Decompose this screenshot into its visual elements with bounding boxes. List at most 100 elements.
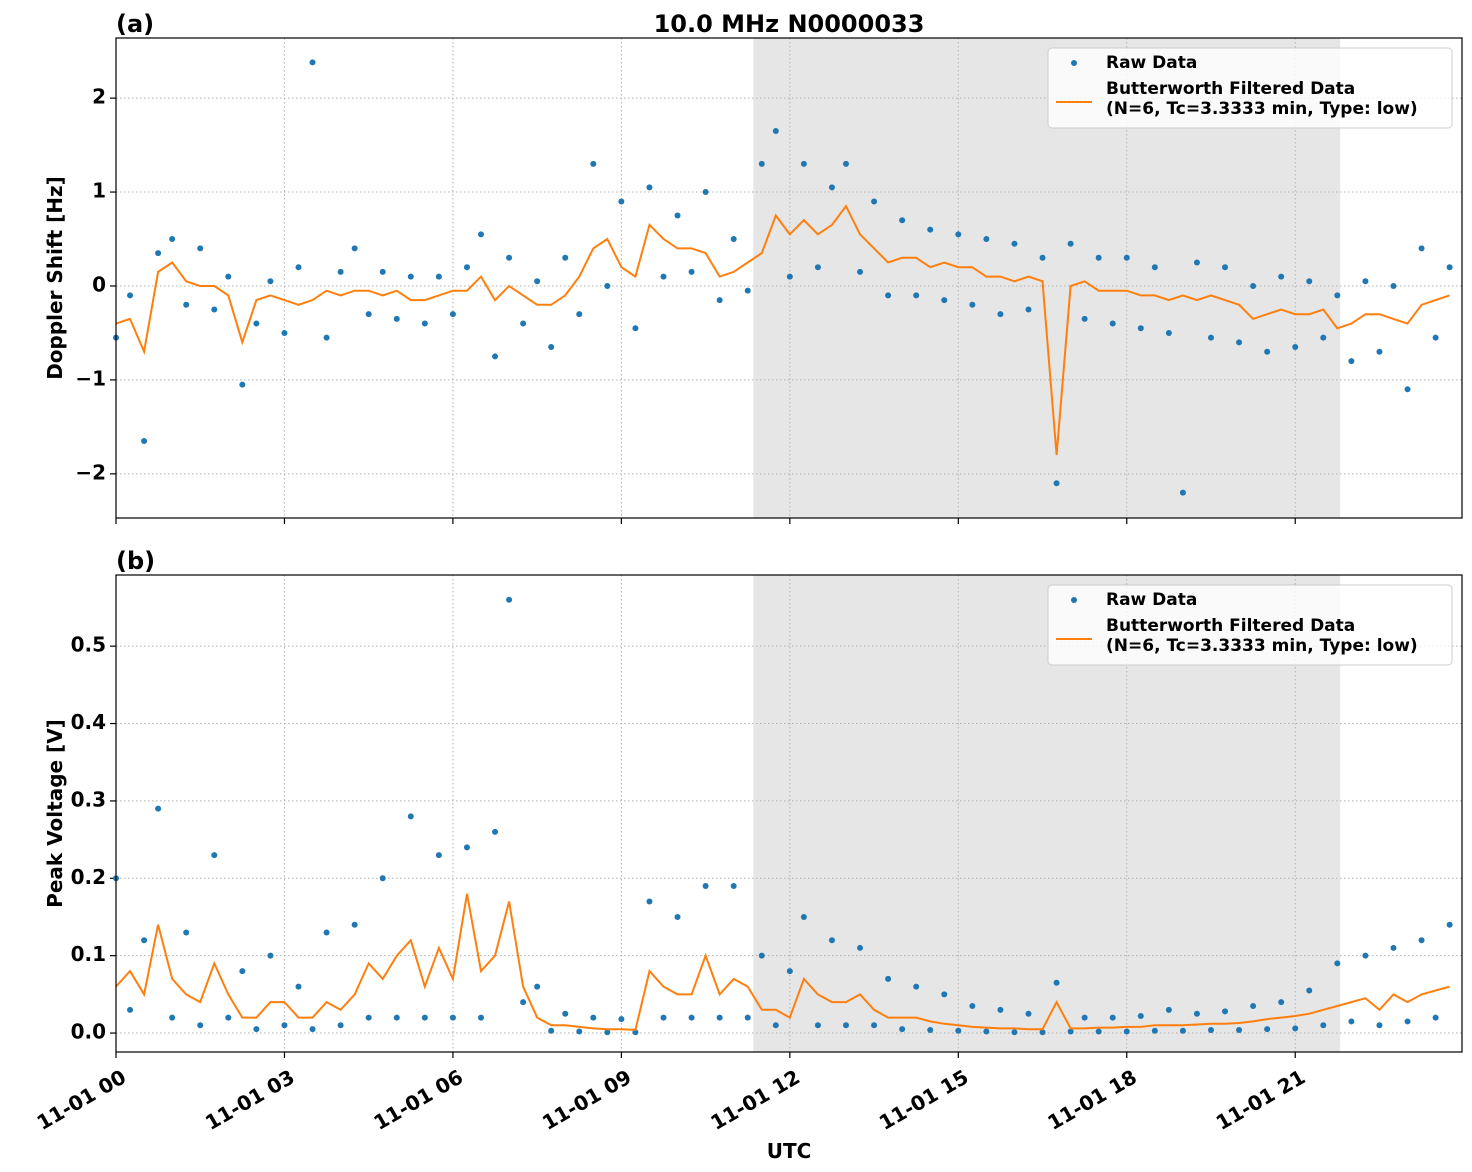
data-point (997, 1006, 1004, 1013)
data-point (913, 292, 920, 299)
data-point (1236, 339, 1243, 346)
data-point (1446, 921, 1453, 928)
legend-marker (1071, 597, 1077, 603)
data-point (253, 320, 260, 327)
data-point (758, 952, 765, 959)
data-point (576, 1028, 583, 1035)
data-point (337, 268, 344, 275)
data-point (309, 1026, 316, 1033)
y-axis-label: Doppler Shift [Hz] (43, 176, 67, 380)
data-point (239, 381, 246, 388)
data-point (477, 1014, 484, 1021)
data-point (955, 231, 962, 238)
data-point (1292, 344, 1299, 351)
data-point (1095, 1028, 1102, 1035)
data-point (1137, 325, 1144, 332)
data-point (604, 1029, 611, 1036)
y-tick-label: 0.5 (71, 633, 106, 657)
data-point (1193, 1010, 1200, 1017)
data-point (744, 287, 751, 294)
data-point (730, 236, 737, 243)
data-point (1011, 1029, 1018, 1036)
data-point (1348, 358, 1355, 365)
data-point (969, 301, 976, 308)
data-point (857, 268, 864, 275)
y-tick-label: 1 (92, 179, 106, 203)
data-point (1039, 1029, 1046, 1036)
data-point (407, 813, 414, 820)
data-point (1207, 334, 1214, 341)
data-point (1095, 254, 1102, 261)
data-point (941, 991, 948, 998)
data-point (1390, 282, 1397, 289)
data-point (1067, 1028, 1074, 1035)
data-point (983, 1028, 990, 1035)
data-point (786, 968, 793, 975)
data-point (1306, 278, 1313, 285)
data-point (1025, 306, 1032, 313)
legend-label: Raw Data (1106, 53, 1197, 73)
y-tick-label: 0.2 (71, 865, 106, 889)
data-point (323, 334, 330, 341)
data-point (1039, 254, 1046, 261)
data-point (1165, 1006, 1172, 1013)
y-tick-label: 0.1 (71, 942, 106, 966)
legend-marker (1071, 60, 1077, 66)
data-point (1053, 480, 1060, 487)
data-point (758, 160, 765, 167)
y-axis-label: Peak Voltage [V] (43, 719, 67, 908)
legend-label: Butterworth Filtered Data (N=6, Tc=3.3333… (1106, 616, 1418, 656)
data-point (1334, 960, 1341, 967)
data-point (842, 160, 849, 167)
data-point (969, 1002, 976, 1009)
data-point (295, 983, 302, 990)
data-point (1376, 348, 1383, 355)
data-point (449, 311, 456, 318)
data-point (913, 983, 920, 990)
data-point (688, 268, 695, 275)
data-point (772, 1022, 779, 1029)
data-point (1025, 1010, 1032, 1017)
y-tick-label: 0.0 (71, 1020, 106, 1044)
data-point (1179, 1027, 1186, 1034)
x-tick-label: 11-01 03 (201, 1065, 299, 1135)
data-point (239, 968, 246, 975)
data-point (590, 1014, 597, 1021)
data-point (365, 311, 372, 318)
data-point (463, 844, 470, 851)
data-point (421, 320, 428, 327)
data-point (1081, 1014, 1088, 1021)
data-point (211, 852, 218, 859)
data-point (562, 254, 569, 261)
data-point (534, 278, 541, 285)
data-point (1137, 1013, 1144, 1020)
data-point (997, 311, 1004, 318)
data-point (1250, 1002, 1257, 1009)
data-point (281, 1022, 288, 1029)
data-point (1362, 952, 1369, 959)
data-point (520, 999, 527, 1006)
filtered-line (115, 893, 1450, 1031)
data-point (927, 1026, 934, 1033)
data-point (520, 320, 527, 327)
data-point (1404, 1018, 1411, 1025)
legend-label-line: Butterworth Filtered Data (1106, 79, 1355, 99)
data-point (393, 315, 400, 322)
data-point (1053, 979, 1060, 986)
data-point (1334, 292, 1341, 299)
data-point (814, 1022, 821, 1029)
plot-frame (115, 574, 1463, 1053)
plot-frame (115, 37, 1463, 519)
y-tick-label: 0.3 (71, 787, 106, 811)
data-point (1418, 937, 1425, 944)
data-point (449, 1014, 456, 1021)
data-point (590, 160, 597, 167)
data-point (534, 983, 541, 990)
panel: −2 −1 0 1 2 (a) 10.0 MHz N0000033 Doppler Shift… (43, 10, 1463, 524)
data-point (1207, 1026, 1214, 1033)
data-point (267, 952, 274, 959)
data-point (211, 306, 218, 313)
data-point (225, 1014, 232, 1021)
data-point (955, 1027, 962, 1034)
